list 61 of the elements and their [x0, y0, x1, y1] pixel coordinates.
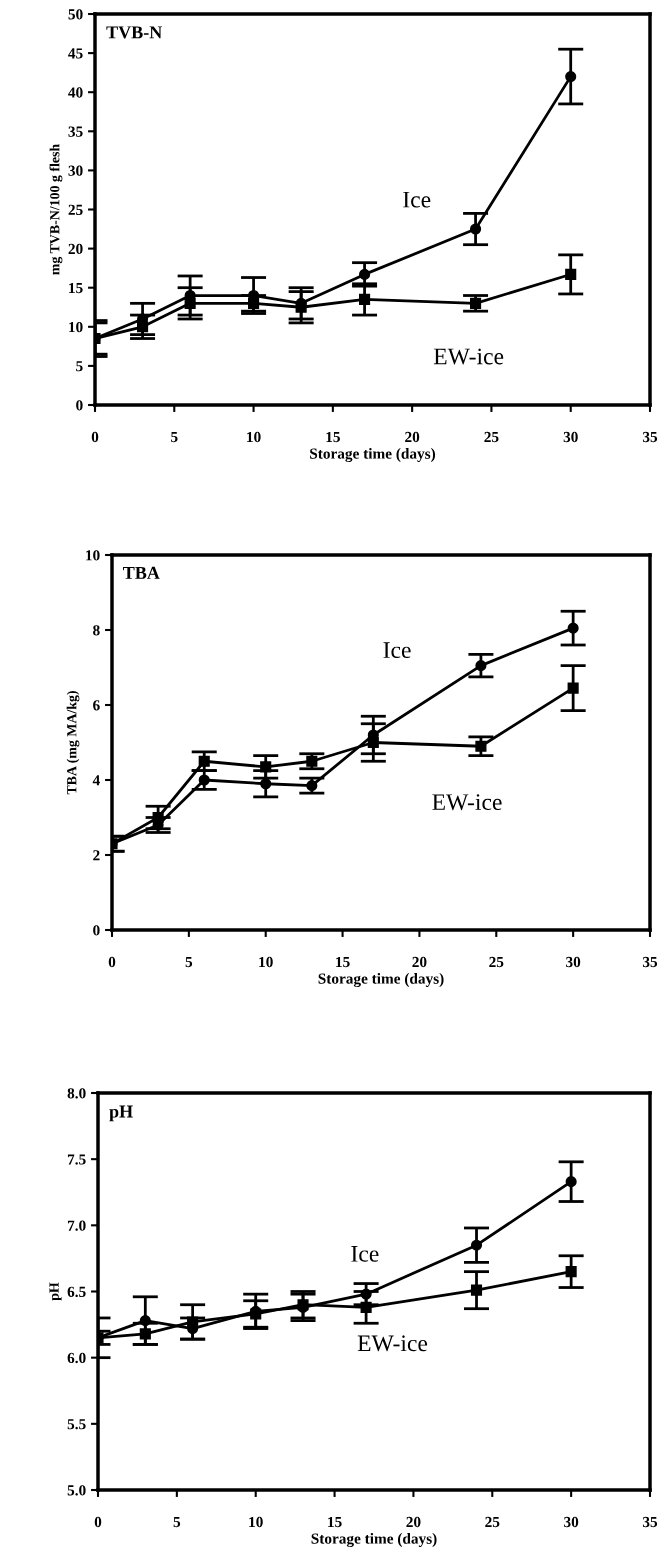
- series-label: Ice: [403, 191, 431, 208]
- x-axis-title: Storage time (days): [311, 1533, 437, 1547]
- y-tick-label: 5.5: [67, 1419, 86, 1430]
- y-tick-label: 10: [69, 321, 83, 333]
- y-tick-label: 5: [76, 361, 83, 372]
- x-tick-label: 15: [326, 431, 340, 443]
- text: pH: [109, 1105, 133, 1122]
- x-tick-label: 10: [259, 956, 273, 968]
- y-tick-label: 20: [68, 243, 83, 255]
- y-tick-label: 7.0: [67, 1220, 86, 1231]
- y-tick-label: 6: [93, 700, 100, 711]
- series-label: Ice: [351, 1246, 379, 1262]
- y-axis-title: pH: [49, 1282, 62, 1301]
- y-axis-title: TBA (mg MA/kg): [66, 691, 80, 795]
- series-label: Ice: [383, 642, 411, 659]
- y-tick-label: 10: [86, 550, 100, 561]
- x-tick-label: 30: [566, 956, 581, 968]
- text: TVB-N: [106, 26, 163, 39]
- series-label: EW-ice: [432, 794, 502, 811]
- y-tick-label: 8.0: [67, 1088, 86, 1099]
- y-tick-label: 4: [92, 775, 100, 786]
- y-tick-label: 0: [93, 925, 100, 936]
- x-tick-label: 30: [563, 431, 578, 443]
- x-tick-label: 35: [642, 1516, 658, 1528]
- x-tick-label: 25: [489, 956, 504, 968]
- x-tick-label: 10: [247, 431, 261, 443]
- x-axis-title: Storage time (days): [310, 448, 436, 462]
- y-tick-label: 5.0: [67, 1485, 86, 1496]
- y-tick-label: 50: [68, 9, 83, 20]
- chart-title: TBA: [123, 566, 160, 579]
- x-tick-label: 15: [336, 956, 350, 968]
- x-tick-label: 25: [485, 1516, 500, 1528]
- series-label: EW-ice: [433, 348, 504, 365]
- y-tick-label: 30: [68, 165, 83, 176]
- y-tick-label: 6.0: [67, 1352, 86, 1364]
- y-tick-label: 25: [68, 204, 83, 215]
- y-axis-title: mg TVB-N/100 g flesh: [49, 144, 63, 275]
- x-tick-label: 10: [249, 1516, 263, 1528]
- x-tick-label: 15: [328, 1516, 342, 1528]
- x-tick-label: 5: [185, 956, 193, 968]
- x-tick-label: 5: [171, 431, 178, 443]
- x-tick-label: 20: [406, 1516, 421, 1528]
- y-tick-label: 6.5: [67, 1286, 86, 1298]
- x-tick-label: 0: [108, 956, 116, 968]
- x-tick-label: 20: [412, 956, 427, 968]
- y-tick-label: 8: [93, 625, 100, 636]
- series-label: EW-ice: [357, 1335, 428, 1352]
- y-tick-label: 45: [68, 48, 83, 59]
- x-tick-label: 5: [173, 1516, 181, 1528]
- y-tick-label: 40: [68, 87, 83, 98]
- x-tick-label: 35: [642, 431, 658, 443]
- x-axis-title: Storage time (days): [318, 973, 444, 987]
- y-tick-label: 2: [93, 850, 100, 861]
- x-tick-label: 35: [642, 956, 658, 968]
- y-tick-label: 15: [69, 282, 83, 294]
- x-tick-label: 20: [405, 431, 420, 443]
- y-tick-label: 0: [76, 400, 83, 411]
- x-tick-label: 30: [564, 1516, 579, 1528]
- x-tick-label: 25: [484, 431, 499, 443]
- y-tick-label: 35: [68, 126, 83, 137]
- y-tick-label: 7.5: [67, 1154, 86, 1165]
